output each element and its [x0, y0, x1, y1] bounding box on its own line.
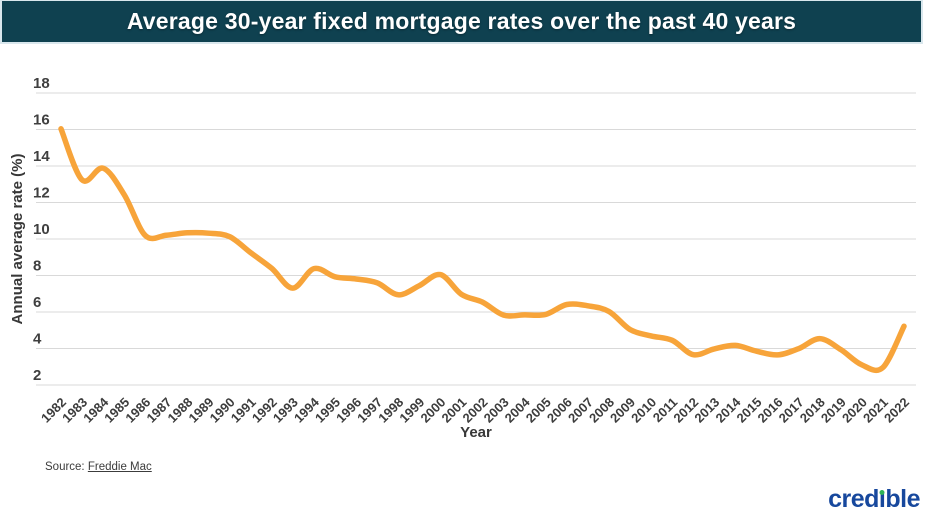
y-tick-label-4: 4 [33, 331, 42, 348]
y-tick-label-8: 8 [33, 258, 41, 275]
source-link[interactable]: Freddie Mac [87, 461, 152, 473]
source-note: Source: Freddie Mac [45, 461, 152, 473]
y-axis-title: Annual average rate (%) [9, 154, 26, 325]
x-axis-title: Year [460, 424, 492, 441]
logo-green-dot-icon [879, 489, 885, 495]
logo-text-left: cred [828, 485, 879, 513]
y-tick-label-16: 16 [33, 112, 50, 129]
y-tick-label-14: 14 [33, 148, 50, 165]
page-title: Average 30-year fixed mortgage rates ove… [126, 8, 797, 34]
y-tick-label-18: 18 [33, 75, 50, 92]
y-tick-label-6: 6 [33, 294, 41, 311]
credible-logo: credı ble [828, 487, 920, 512]
x-tick-label-2022: 2022 [881, 395, 912, 426]
mortgage-rates-line-chart: 2468101214161819821983198419851986198719… [9, 75, 916, 441]
y-tick-label-12: 12 [33, 185, 50, 202]
logo-text-right: ble [885, 485, 920, 513]
header-bar: Average 30-year fixed mortgage rates ove… [0, 0, 923, 44]
logo-letter-i: ı [878, 485, 886, 513]
rate-line-series [58, 126, 907, 374]
y-tick-label-10: 10 [33, 221, 50, 238]
source-label: Source: [45, 461, 85, 473]
y-tick-label-2: 2 [33, 367, 41, 384]
